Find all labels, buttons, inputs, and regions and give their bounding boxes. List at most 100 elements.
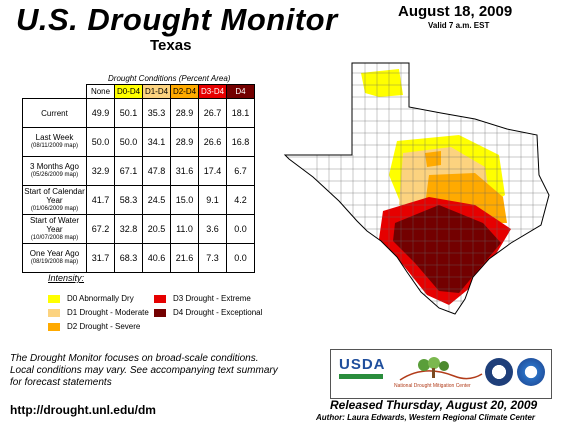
table-cell: 6.7 (226, 156, 255, 186)
table-cell: 0.0 (226, 214, 255, 244)
row-label: One Year Ago (08/19/2008 map) (22, 243, 87, 273)
table-cell: 18.1 (226, 98, 255, 128)
table-cell: 26.6 (198, 127, 227, 157)
row-label-text: Last Week (35, 133, 74, 142)
table-cell: 7.3 (198, 243, 227, 273)
texas-drought-map (283, 62, 550, 315)
table-cell: 3.6 (198, 214, 227, 244)
table-cell: 67.2 (86, 214, 115, 244)
footnote-line: for forecast statements (10, 377, 112, 388)
legend-swatch (48, 294, 60, 303)
d4-area (393, 205, 501, 293)
table-cell: 34.1 (142, 127, 171, 157)
release-date: Released Thursday, August 20, 2009 (330, 398, 538, 412)
table-cell: 50.0 (86, 127, 115, 157)
table-cell: 9.1 (198, 185, 227, 215)
table-cell: 17.4 (198, 156, 227, 186)
texas-outline (283, 62, 550, 315)
legend-swatch (48, 322, 60, 331)
row-label: Current (22, 98, 87, 128)
table-cell: 58.3 (114, 185, 143, 215)
table-caption: Drought Conditions (Percent Area) (108, 74, 231, 83)
row-label-date: (10/07/2008 map) (30, 234, 79, 241)
d0-area-panhandle (361, 69, 403, 97)
table-cell: 28.9 (170, 127, 199, 157)
table-row: One Year Ago (08/19/2008 map) 31.7 68.3 40.6… (22, 243, 255, 273)
table-cell: 50.0 (114, 127, 143, 157)
footnote: The Drought Monitor focuses on broad-sca… (10, 353, 278, 389)
table-cell: 32.9 (86, 156, 115, 186)
legend-swatch (154, 294, 166, 303)
table-cell: 0.0 (226, 243, 255, 273)
legend-item-d1: D1 Drought - Moderate (48, 308, 149, 317)
table-cell: 11.0 (170, 214, 199, 244)
ndmc-logo-text: National Drought Mitigation Center (394, 383, 471, 389)
row-label-text: Start of Calendar Year (24, 186, 85, 205)
row-label-text: Current (41, 108, 68, 118)
row-label: Start of Water Year (10/07/2008 map) (22, 214, 87, 244)
drought-url-link[interactable]: http://drought.unl.edu/dm (10, 403, 156, 417)
legend-item-d3: D3 Drought - Extreme (154, 294, 251, 303)
table-cell: 41.7 (86, 185, 115, 215)
row-label: Last Week (08/11/2009 map) (22, 127, 87, 157)
table-cell: 35.3 (142, 98, 171, 128)
legend-label: D4 Drought - Exceptional (173, 308, 263, 317)
table-cell: 67.1 (114, 156, 143, 186)
author-credit: Author: Laura Edwards, Western Regional … (316, 413, 536, 422)
noaa-seal-icon (517, 358, 545, 386)
table-cell: 49.9 (86, 98, 115, 128)
column-header: D0-D4 (114, 84, 143, 99)
legend-swatch (154, 308, 166, 317)
table-corner (23, 85, 87, 99)
state-name: Texas (150, 37, 192, 54)
legend-item-d4: D4 Drought - Exceptional (154, 308, 262, 317)
row-label-date: (05/26/2009 map) (30, 172, 79, 178)
legend-label: D1 Drought - Moderate (67, 308, 149, 317)
table-cell: 31.6 (170, 156, 199, 186)
table-cell: 32.8 (114, 214, 143, 244)
table-row: Start of Water Year (10/07/2008 map) 67.2 3… (22, 214, 255, 244)
row-label-date: (08/11/2009 map) (31, 143, 78, 149)
row-label-text: Start of Water Year (29, 215, 80, 234)
footnote-line: The Drought Monitor focuses on broad-sca… (10, 353, 259, 364)
row-label-text: One Year Ago (29, 249, 80, 258)
table-cell: 4.2 (226, 185, 255, 215)
usda-logo-text: USDA (339, 356, 386, 373)
table-cell: 28.9 (170, 98, 199, 128)
table-row: Current 49.9 50.1 35.3 28.9 26.7 18.1 (22, 98, 255, 128)
ndmc-tree-icon (399, 357, 483, 381)
column-header: None (86, 84, 115, 99)
footnote-line: Local conditions may vary. See accompany… (10, 365, 278, 376)
valid-time: Valid 7 a.m. EST (428, 21, 490, 30)
row-label-date: (08/19/2008 map) (30, 259, 79, 265)
column-header: D1-D4 (142, 84, 171, 99)
table-cell: 31.7 (86, 243, 115, 273)
table-cell: 24.5 (142, 185, 171, 215)
partner-logos: USDA National Drought Mitigation Center (330, 349, 552, 399)
table-row: Last Week (08/11/2009 map) 50.0 50.0 34.1 28.… (22, 127, 255, 157)
table-cell: 47.8 (142, 156, 171, 186)
row-label: Start of Calendar Year (01/06/2009 map) (22, 185, 87, 215)
legend-swatch (48, 308, 60, 317)
table-cell: 15.0 (170, 185, 199, 215)
commerce-seal-icon (485, 358, 513, 386)
table-cell: 21.6 (170, 243, 199, 273)
legend-label: D0 Abnormally Dry (67, 294, 134, 303)
table-row: Start of Calendar Year (01/06/2009 map) 41… (22, 185, 255, 215)
usda-logo: USDA (339, 356, 386, 386)
table-cell: 26.7 (198, 98, 227, 128)
column-header: D2-D4 (170, 84, 199, 99)
legend-title: Intensity: (48, 273, 85, 283)
table-cell: 16.8 (226, 127, 255, 157)
drought-conditions-table: None D0-D4 D1-D4 D2-D4 D3-D4 D4 Current 4… (22, 84, 255, 273)
row-label-date: (01/06/2009 map) (30, 205, 79, 212)
table-cell: 68.3 (114, 243, 143, 273)
usda-logo-bar (339, 374, 383, 379)
table-cell: 50.1 (114, 98, 143, 128)
row-label: 3 Months Ago (05/26/2009 map) (22, 156, 87, 186)
ndmc-logo: National Drought Mitigation Center (394, 356, 484, 392)
legend-label: D3 Drought - Extreme (173, 294, 251, 303)
column-header: D3-D4 (198, 84, 227, 99)
legend-item-d2: D2 Drought - Severe (48, 322, 140, 331)
table-cell: 40.6 (142, 243, 171, 273)
